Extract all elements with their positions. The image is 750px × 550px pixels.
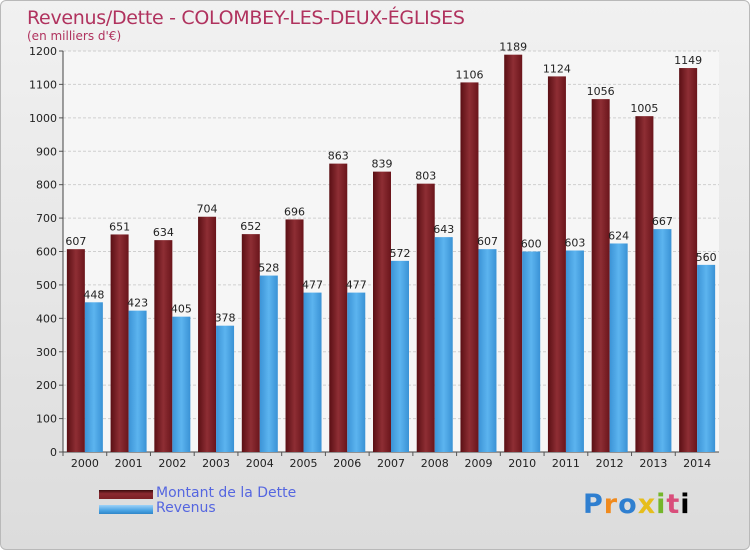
data-label: 704 xyxy=(197,203,218,216)
data-label: 643 xyxy=(433,223,454,236)
y-tick-label: 700 xyxy=(36,212,57,225)
bar-dette xyxy=(110,234,129,452)
bar-revenus xyxy=(653,229,672,452)
bar-revenus xyxy=(697,264,716,452)
data-label: 1056 xyxy=(587,85,615,98)
bar-revenus xyxy=(391,260,409,452)
data-label: 528 xyxy=(258,262,279,275)
y-tick-label: 900 xyxy=(36,145,57,158)
data-label: 572 xyxy=(390,247,411,260)
data-label: 667 xyxy=(652,215,673,228)
bar-revenus xyxy=(259,275,278,452)
legend-label-dette: Montant de la Dette xyxy=(156,485,297,501)
bar-dette xyxy=(241,234,260,452)
x-tick-label: 2014 xyxy=(683,457,711,470)
bar-revenus xyxy=(303,292,322,452)
x-tick-label: 2013 xyxy=(639,457,667,470)
bar-dette xyxy=(154,240,173,452)
data-label: 696 xyxy=(284,205,305,218)
proxiti-logo: Proxiti xyxy=(583,489,691,520)
bar-revenus xyxy=(609,243,628,452)
data-label: 477 xyxy=(346,279,367,292)
data-label: 652 xyxy=(240,220,261,233)
x-tick-label: 2011 xyxy=(552,457,580,470)
data-label: 651 xyxy=(109,220,130,233)
x-tick-label: 2006 xyxy=(333,457,361,470)
x-tick-label: 2001 xyxy=(115,457,143,470)
y-tick-label: 1000 xyxy=(29,112,57,125)
bar-dette xyxy=(198,216,217,452)
x-tick-label: 2000 xyxy=(71,457,99,470)
data-label: 477 xyxy=(302,279,323,292)
x-tick-label: 2009 xyxy=(464,457,492,470)
x-tick-label: 2002 xyxy=(158,457,186,470)
y-tick-label: 0 xyxy=(50,446,57,459)
bar-revenus xyxy=(434,237,453,452)
data-label: 634 xyxy=(153,226,174,239)
data-label: 803 xyxy=(415,170,436,183)
bar-revenus xyxy=(522,251,541,452)
data-label: 1106 xyxy=(455,68,483,81)
legend-label-revenus: Revenus xyxy=(156,500,216,516)
data-label: 560 xyxy=(696,251,717,264)
bar-dette xyxy=(285,219,304,452)
bar-revenus xyxy=(128,310,147,452)
bar-dette xyxy=(66,249,85,452)
y-tick-label: 800 xyxy=(36,179,57,192)
data-label: 839 xyxy=(372,158,393,171)
bar-dette xyxy=(679,68,698,452)
bar-revenus xyxy=(347,292,366,452)
x-tick-label: 2010 xyxy=(508,457,536,470)
x-tick-label: 2012 xyxy=(596,457,624,470)
bar-dette xyxy=(416,183,435,452)
data-label: 378 xyxy=(215,312,236,325)
x-tick-label: 2004 xyxy=(246,457,274,470)
y-tick-label: 600 xyxy=(36,246,57,259)
bar-dette xyxy=(635,116,654,452)
bar-revenus xyxy=(565,250,584,452)
bar-dette xyxy=(591,99,610,453)
data-label: 603 xyxy=(564,236,585,249)
x-tick-label: 2007 xyxy=(377,457,405,470)
data-label: 863 xyxy=(328,150,349,163)
y-tick-label: 200 xyxy=(36,379,57,392)
data-label: 1124 xyxy=(543,62,571,75)
legend-swatch-dette xyxy=(99,490,153,499)
data-label: 1149 xyxy=(674,54,702,67)
y-tick-label: 400 xyxy=(36,312,57,325)
y-tick-label: 100 xyxy=(36,413,57,426)
data-label: 405 xyxy=(171,303,192,316)
bar-dette xyxy=(373,171,391,453)
y-tick-label: 300 xyxy=(36,346,57,359)
bar-dette xyxy=(329,163,348,452)
y-tick-label: 500 xyxy=(36,279,57,292)
data-label: 1005 xyxy=(630,102,658,115)
bar-dette xyxy=(460,82,479,452)
chart-subtitle: (en milliers d'€) xyxy=(27,29,122,43)
bar-dette xyxy=(504,54,523,452)
x-tick-label: 2005 xyxy=(290,457,318,470)
data-label: 600 xyxy=(521,238,542,251)
data-label: 448 xyxy=(83,288,104,301)
chart-title: Revenus/Dette - COLOMBEY-LES-DEUX-ÉGLISE… xyxy=(27,7,465,29)
data-label: 607 xyxy=(65,235,86,248)
bar-revenus xyxy=(216,325,235,452)
data-label: 607 xyxy=(477,235,498,248)
bar-revenus xyxy=(84,302,103,452)
x-tick-label: 2008 xyxy=(421,457,449,470)
bar-revenus xyxy=(478,249,497,452)
bar-revenus xyxy=(172,316,191,452)
data-label: 1189 xyxy=(499,41,527,54)
bar-dette xyxy=(547,76,566,452)
x-tick-label: 2003 xyxy=(202,457,230,470)
y-tick-label: 1100 xyxy=(29,78,57,91)
y-tick-label: 1200 xyxy=(29,45,57,58)
data-label: 624 xyxy=(608,229,629,242)
legend-swatch-revenus xyxy=(99,505,153,514)
data-label: 423 xyxy=(127,297,148,310)
